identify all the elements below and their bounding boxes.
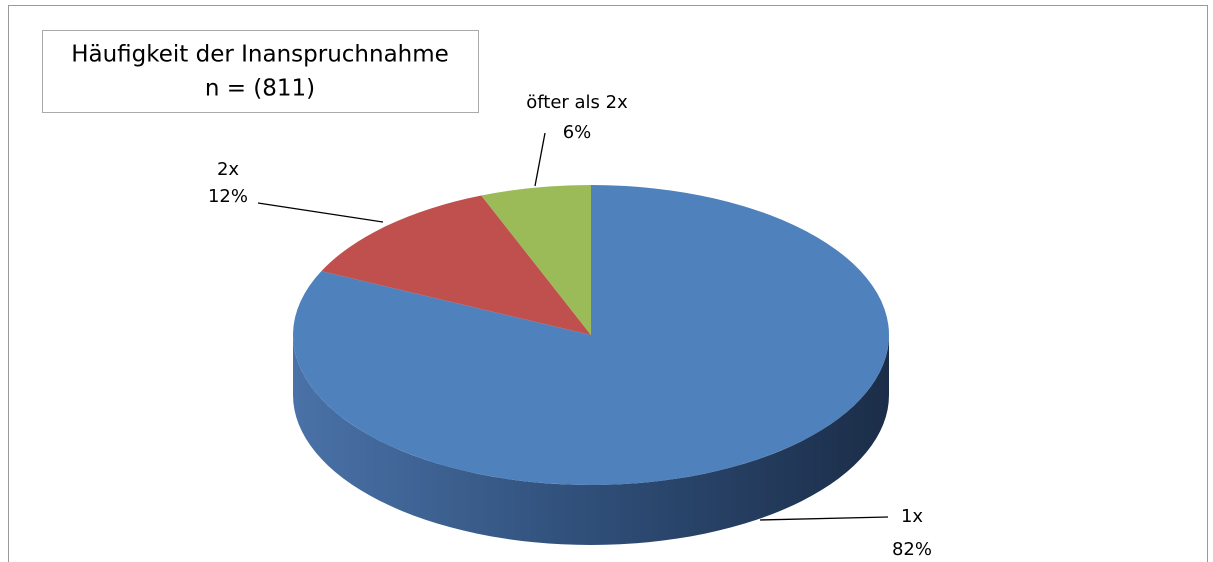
leader-line [257, 202, 384, 223]
pie-slice [481, 185, 591, 335]
category-label: 2x [217, 159, 239, 180]
category-label: öfter als 2x [526, 92, 628, 113]
value-label: 82% [892, 539, 932, 560]
value-label: 6% [563, 122, 592, 143]
leader-line [759, 516, 889, 521]
chart-subtitle: n = (811) [205, 76, 315, 102]
category-label: 1x [901, 506, 923, 527]
pie-side [293, 335, 889, 545]
title-box [42, 30, 479, 113]
chart-title: Häufigkeit der Inanspruchnahme [71, 42, 449, 68]
frame [8, 5, 1208, 562]
pie-slice [321, 195, 591, 335]
leader-line [534, 132, 546, 187]
value-label: 12% [208, 186, 248, 207]
